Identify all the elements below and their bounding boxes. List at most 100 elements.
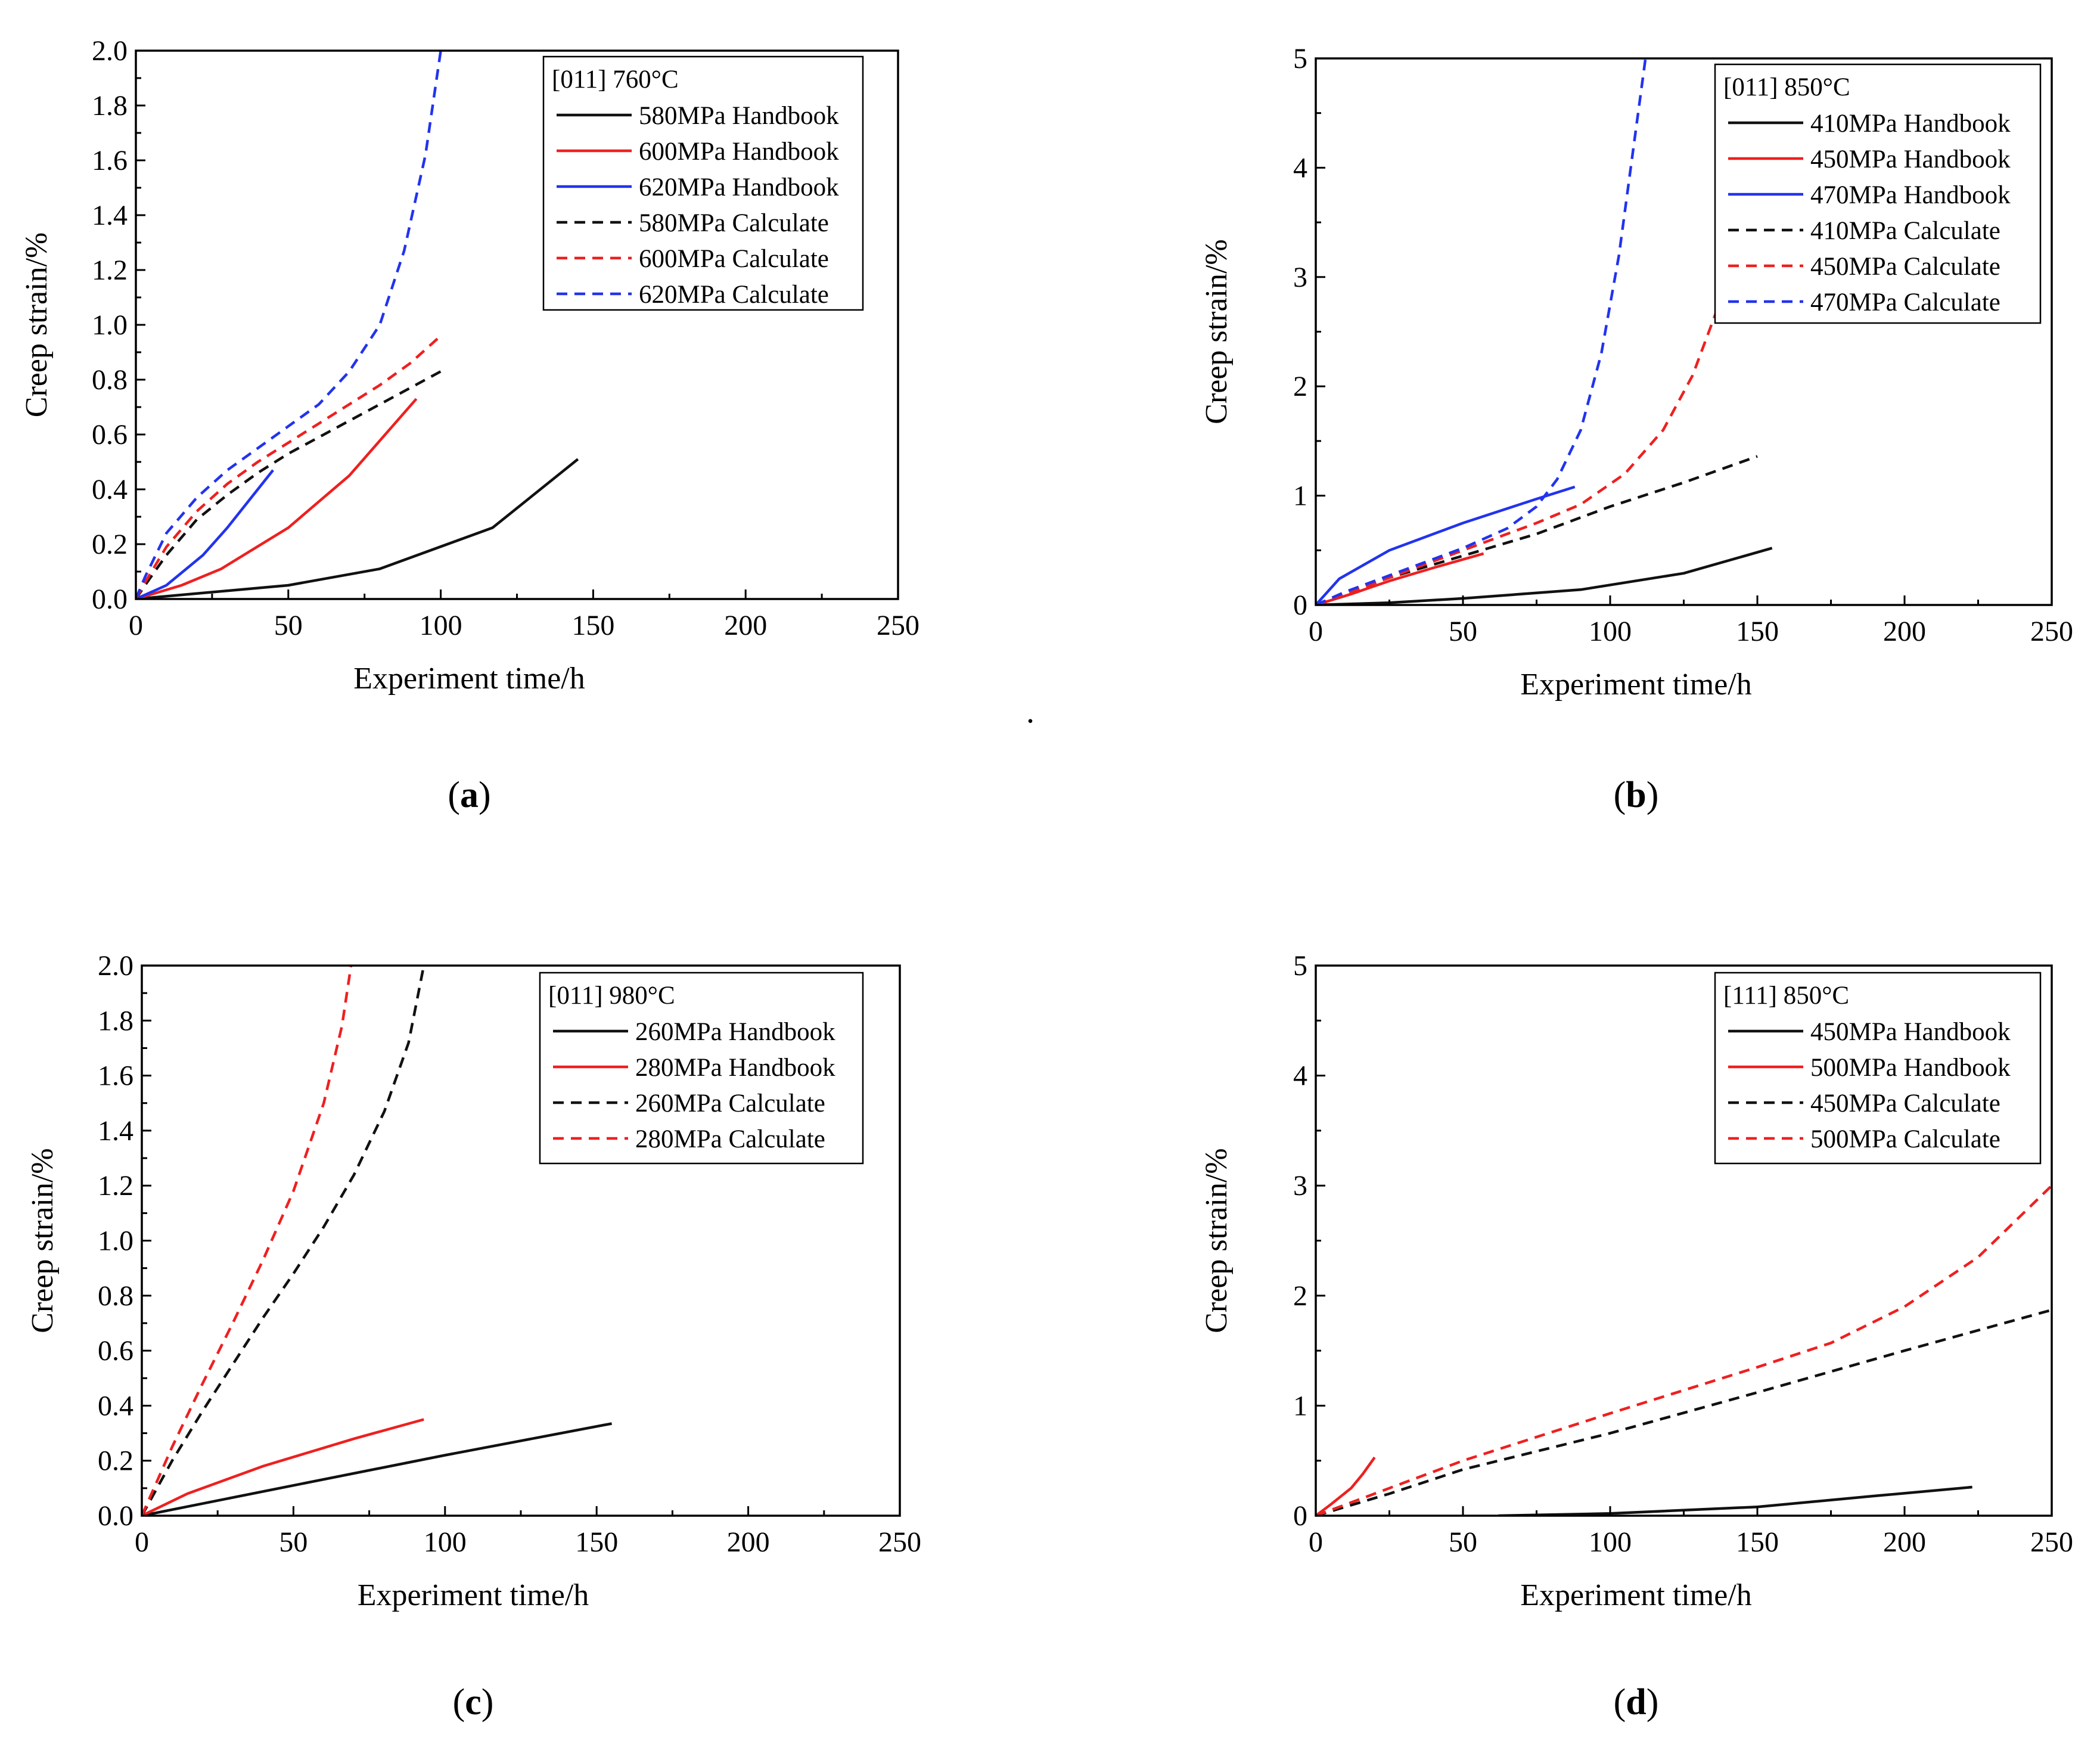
y-tick-label: 1.4 — [92, 200, 128, 231]
series-line-5 — [1316, 58, 1647, 605]
legend-entry-label: 600MPa Handbook — [639, 138, 839, 166]
caption-letter: c — [465, 1682, 481, 1723]
series-group — [1316, 58, 1773, 605]
legend-entry-label: 450MPa Handbook — [1810, 1018, 2011, 1046]
x-tick-label: 50 — [274, 610, 303, 641]
x-tick-label: 100 — [424, 1526, 467, 1558]
legend-entry-label: 410MPa Handbook — [1810, 110, 2011, 138]
chart-panel-a: 0 50 100 150 200 250 0.0 0.2 0.4 0.6 0.8 1.0 1.2 1.4 1… — [20, 35, 919, 815]
legend-entry-label: 280MPa Handbook — [635, 1054, 835, 1082]
x-tick-label: 0 — [1309, 616, 1323, 647]
legend-entry-label: 620MPa Calculate — [639, 281, 829, 309]
series-line-3 — [1316, 1184, 2052, 1516]
x-tick-label: 250 — [877, 610, 919, 641]
legend-title: [011] 760°C — [552, 66, 679, 94]
x-axis-label: Experiment time/h — [1520, 1578, 1751, 1612]
chart-panel-b: 0 50 100 150 200 250 0 1 2 3 4 5 Experiment time/h Cr… — [1200, 43, 2073, 815]
y-tick-label: 1.6 — [98, 1060, 133, 1092]
series-group — [136, 51, 579, 599]
panel-caption: (a) — [448, 775, 490, 815]
caption-paren-open: ( — [453, 1682, 465, 1723]
x-tick-label: 50 — [1449, 616, 1477, 647]
legend-entry-label: 260MPa Calculate — [635, 1090, 825, 1118]
caption-paren-close: ) — [479, 775, 491, 815]
series-line-0 — [142, 1422, 613, 1516]
legend-entry-label: 470MPa Calculate — [1810, 288, 2000, 316]
y-tick-label: 1.0 — [92, 309, 128, 341]
y-tick-label: 0.8 — [98, 1280, 133, 1312]
x-axis-label: Experiment time/h — [353, 662, 585, 696]
y-tick-label: 1.0 — [98, 1225, 133, 1257]
y-tick-label: 1.8 — [92, 90, 128, 122]
y-tick-label: 1.2 — [92, 255, 128, 286]
caption-paren-open: ( — [1614, 775, 1626, 815]
caption-paren-open: ( — [1614, 1682, 1626, 1723]
series-line-2 — [136, 469, 274, 599]
legend-entry-label: 620MPa Handbook — [639, 173, 839, 201]
panel-caption: (d) — [1614, 1682, 1659, 1723]
y-tick-label: 4 — [1293, 152, 1307, 184]
x-tick-label: 250 — [2030, 1526, 2073, 1558]
series-line-2 — [142, 966, 425, 1516]
x-tick-label: 150 — [575, 1526, 618, 1558]
y-tick-label: 0.8 — [92, 364, 128, 396]
series-line-0 — [136, 458, 579, 599]
y-tick-label: 2.0 — [98, 950, 133, 982]
y-tick-label: 3 — [1293, 262, 1307, 293]
series-line-1 — [1316, 552, 1484, 605]
y-tick-label: 1.8 — [98, 1005, 133, 1036]
legend-entry-label: 470MPa Handbook — [1810, 181, 2011, 209]
y-tick-label: 0 — [1293, 589, 1307, 621]
legend-entry-label: 580MPa Calculate — [639, 209, 829, 237]
y-axis-label: Creep strain/% — [26, 1148, 60, 1333]
legend-entry-label: 450MPa Calculate — [1810, 1090, 2000, 1118]
x-tick-label: 250 — [878, 1526, 921, 1558]
x-tick-label: 0 — [129, 610, 143, 641]
legend-entry-label: 450MPa Calculate — [1810, 253, 2000, 281]
series-group — [1316, 1184, 2052, 1516]
caption-paren-open: ( — [448, 775, 460, 815]
x-tick-label: 50 — [1449, 1526, 1477, 1558]
caption-letter: d — [1626, 1682, 1646, 1723]
panel-caption: (c) — [453, 1682, 494, 1723]
series-line-0 — [1316, 547, 1773, 605]
caption-letter: b — [1626, 775, 1646, 815]
series-group — [142, 966, 613, 1516]
y-tick-label: 0.2 — [92, 529, 128, 560]
x-tick-label: 50 — [279, 1526, 307, 1558]
y-tick-label: 1.4 — [98, 1115, 133, 1147]
legend-box — [542, 55, 864, 311]
y-axis-label: Creep strain/% — [1200, 239, 1234, 424]
y-axis-label: Creep strain/% — [20, 232, 54, 417]
series-line-4 — [1316, 303, 1720, 605]
x-tick-label: 150 — [571, 610, 614, 641]
x-tick-label: 200 — [1883, 616, 1926, 647]
y-tick-label: 1 — [1293, 480, 1307, 512]
legend-title: [011] 980°C — [548, 982, 675, 1010]
series-line-0 — [1498, 1485, 1972, 1516]
y-tick-label: 5 — [1293, 43, 1307, 75]
panel-caption: (b) — [1614, 775, 1659, 815]
y-tick-label: 0.6 — [92, 419, 128, 451]
y-tick-label: 5 — [1293, 950, 1307, 982]
y-tick-label: 2 — [1293, 371, 1307, 402]
series-line-1 — [1316, 1456, 1376, 1516]
series-line-3 — [136, 370, 442, 599]
x-tick-label: 200 — [1883, 1526, 1926, 1558]
legend-entry-label: 410MPa Calculate — [1810, 217, 2000, 245]
legend-entry-label: 280MPa Calculate — [635, 1125, 825, 1153]
series-line-5 — [136, 51, 442, 599]
series-line-4 — [136, 334, 442, 599]
y-tick-label: 0.4 — [92, 474, 128, 505]
legend-title: [011] 850°C — [1723, 73, 1850, 101]
y-tick-label: 0.4 — [98, 1390, 133, 1422]
x-axis-label: Experiment time/h — [358, 1578, 589, 1612]
x-tick-label: 100 — [1589, 1526, 1632, 1558]
legend-entry-label: 600MPa Calculate — [639, 245, 829, 273]
x-tick-label: 0 — [1309, 1526, 1323, 1558]
chart-panel-c: 0 50 100 150 200 250 0.0 0.2 0.4 0.6 0.8 1.0 1.2 1.4 1… — [26, 950, 921, 1723]
caption-paren-close: ) — [1647, 1682, 1659, 1723]
y-tick-label: 1.6 — [92, 145, 128, 176]
x-axis-label: Experiment time/h — [1520, 668, 1751, 702]
